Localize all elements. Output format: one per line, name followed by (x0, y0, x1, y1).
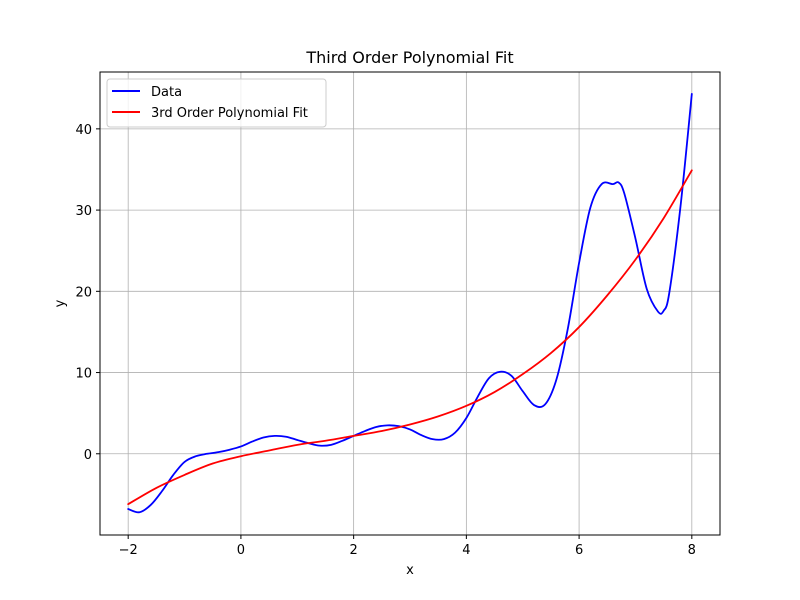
x-tick-label: 8 (688, 543, 696, 558)
plot-area (100, 72, 720, 535)
plot-frame (99, 71, 721, 536)
y-tick-label: 20 (75, 285, 92, 300)
legend-box (106, 78, 327, 128)
x-tick-label: 0 (237, 543, 245, 558)
y-tick-label: 0 (84, 448, 92, 463)
series-layer (127, 93, 693, 514)
x-tick-label: 6 (575, 543, 583, 558)
legend-label-fit: 3rd Order Polynomial Fit (151, 106, 308, 121)
legend: Data 3rd Order Polynomial Fit (106, 78, 327, 128)
chart-title: Third Order Polynomial Fit (305, 48, 513, 67)
y-tick-label: 30 (75, 204, 92, 219)
legend-label-data: Data (151, 85, 182, 100)
grid (100, 72, 720, 535)
x-tick-label: 4 (462, 543, 470, 558)
x-tick-label: 2 (349, 543, 357, 558)
y-axis-label: y (53, 299, 68, 307)
x-tick-label: −2 (119, 543, 138, 558)
x-axis-label: x (406, 563, 414, 578)
ticks: −2 0 2 4 6 8 0 10 20 30 40 (75, 123, 696, 558)
y-tick-label: 10 (75, 367, 92, 382)
y-tick-label: 40 (75, 123, 92, 138)
data-line (127, 93, 693, 514)
polynomial-fit-line (127, 169, 693, 506)
